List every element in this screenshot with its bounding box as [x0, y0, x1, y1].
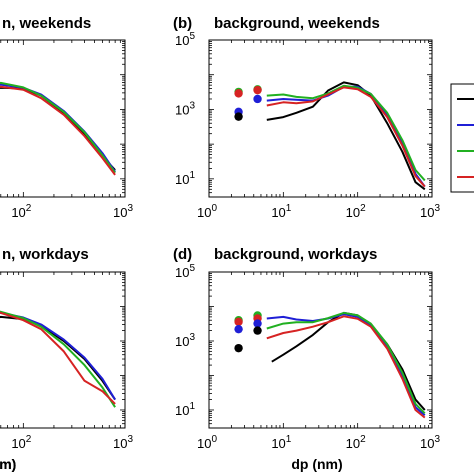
x-axis-label: (nm): [0, 456, 16, 472]
plot-frame: [0, 39, 126, 198]
plot-frame: [0, 271, 126, 429]
panel-title: background, workdays: [214, 246, 377, 263]
marker-black: [234, 112, 243, 121]
x-tick-label: 100: [197, 203, 217, 220]
y-tick-label: 103: [175, 100, 195, 117]
marker-red: [234, 89, 243, 98]
panel-title: n, weekends: [2, 15, 91, 32]
panel-label: (b): [173, 15, 192, 32]
x-axis-label: (nm): [0, 456, 16, 472]
x-tick-label: 103: [420, 434, 440, 451]
marker-red: [234, 317, 243, 326]
series-line-green: [0, 81, 116, 174]
marker-black: [253, 326, 262, 335]
series-line-red: [0, 311, 116, 405]
x-tick-label: 102: [346, 203, 366, 220]
panel-c: 102 103 n, workdays (nm): [0, 246, 133, 472]
series-line-black: [266, 81, 426, 191]
marker-red: [253, 85, 262, 95]
panel-title: n, workdays: [2, 246, 89, 263]
marker-blue: [234, 324, 243, 334]
plot-frame: [208, 271, 433, 429]
plot-frame: [208, 39, 433, 198]
series-group: [234, 81, 426, 191]
marker-blue: [253, 319, 262, 328]
y-tick-label: 105: [175, 31, 195, 48]
series-line-blue: [0, 83, 116, 173]
series-group: [0, 81, 116, 176]
series-line-green: [266, 311, 426, 415]
y-tick-label: 105: [175, 263, 195, 280]
series-line-black: [0, 86, 116, 171]
series-line-black: [271, 311, 426, 411]
series-line-black: [0, 315, 116, 401]
series-line-red: [0, 85, 116, 176]
x-tick-label: 100: [197, 434, 217, 451]
x-axis-label: dp (nm): [291, 456, 342, 472]
series-group: [234, 311, 426, 419]
series-line-blue: [266, 313, 426, 417]
series-line-red: [266, 315, 426, 419]
series-line-green: [266, 84, 426, 182]
y-tick-label: 101: [175, 401, 195, 418]
x-tick-label: 103: [113, 203, 133, 220]
marker-black: [234, 343, 243, 353]
panel-a: 102 103 n, weekends (nm): [0, 15, 133, 472]
panel-title: background, weekends: [214, 15, 380, 32]
series-group: [0, 310, 116, 408]
x-tick-label: 102: [11, 203, 31, 220]
legend-frame: [450, 83, 474, 193]
x-tick-label: 103: [113, 434, 133, 451]
x-tick-label: 101: [271, 434, 291, 451]
y-tick-label: 101: [175, 170, 195, 187]
series-line-red: [266, 86, 426, 188]
series-line-green: [0, 310, 116, 408]
y-tick-label: 103: [175, 332, 195, 349]
x-tick-label: 102: [346, 434, 366, 451]
x-tick-label: 102: [11, 434, 31, 451]
marker-blue: [253, 94, 262, 104]
panel-label: (d): [173, 246, 192, 263]
legend: [450, 83, 474, 193]
series-line-blue: [0, 311, 116, 401]
x-tick-label: 103: [420, 203, 440, 220]
x-tick-label: 101: [271, 203, 291, 220]
